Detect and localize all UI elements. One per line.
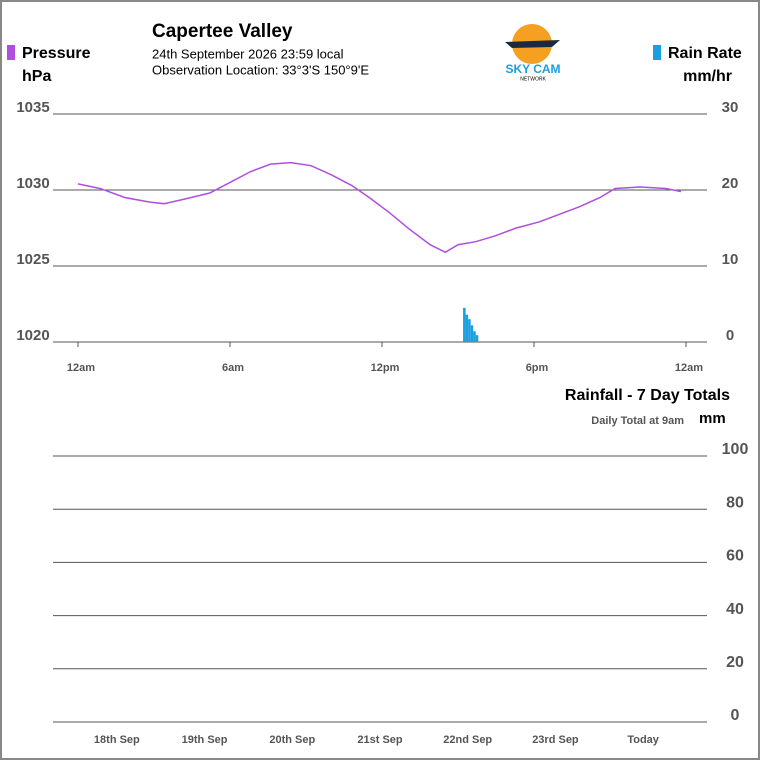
y-tick-label: 1035 [16, 99, 49, 116]
y2-tick-label: 30 [722, 99, 739, 116]
x-tick-label: 12am [67, 362, 95, 374]
y-tick-label: 1020 [16, 327, 49, 344]
subtitle: Daily Total at 9am [591, 415, 684, 427]
x-tick-label: 22nd Sep [443, 734, 492, 746]
rain-bar [475, 335, 479, 342]
y-tick-label: 1025 [16, 251, 49, 268]
legend-swatch [653, 45, 661, 60]
y-tick-label: 40 [726, 601, 744, 618]
x-tick-label: 21st Sep [357, 734, 403, 746]
x-tick-label: 6am [222, 362, 244, 374]
pressure-line [77, 161, 682, 254]
chart-title: Capertee Valley [152, 21, 293, 42]
legend-label: Pressure [22, 45, 91, 62]
subtitle: Observation Location: 33°3'S 150°9'E [152, 62, 369, 77]
y2-axis-label: mm/hr [683, 68, 732, 85]
x-tick-label: 23rd Sep [532, 734, 579, 746]
y-tick-label: 100 [722, 441, 749, 458]
y-tick-label: 60 [726, 548, 744, 565]
rain-bar [465, 314, 469, 342]
x-tick-label: 12pm [371, 362, 400, 374]
legend-label: Rain Rate [668, 45, 742, 62]
x-tick-label: 19th Sep [182, 734, 228, 746]
rain-bar [463, 307, 466, 342]
y2-tick-label: 0 [726, 327, 734, 344]
logo-text: SKY CAM [505, 62, 560, 76]
x-tick-label: 6pm [526, 362, 549, 374]
x-tick-label: 20th Sep [269, 734, 315, 746]
y-axis-label: hPa [22, 68, 51, 85]
y-tick-label: 20 [726, 654, 744, 671]
rain-bar [468, 319, 471, 342]
logo-plane [505, 40, 560, 48]
rain-bar [470, 325, 474, 342]
subtitle: 24th September 2026 23:59 local [152, 46, 344, 61]
x-tick-label: 12am [675, 362, 703, 374]
y-axis-label: mm [699, 410, 726, 427]
y2-tick-label: 20 [722, 175, 739, 192]
y-tick-label: 1030 [16, 175, 49, 192]
legend-swatch [7, 45, 15, 60]
y-tick-label: 80 [726, 494, 744, 511]
logo-subtext: NETWORK [520, 76, 546, 82]
y2-tick-label: 10 [722, 251, 739, 268]
x-tick-label: 18th Sep [94, 734, 140, 746]
rain-bar [473, 331, 476, 342]
chart-title: Rainfall - 7 Day Totals [565, 387, 730, 404]
y-tick-label: 0 [731, 707, 740, 724]
x-tick-label: Today [627, 734, 659, 746]
logo: SKY CAM NETWORK [505, 24, 561, 82]
